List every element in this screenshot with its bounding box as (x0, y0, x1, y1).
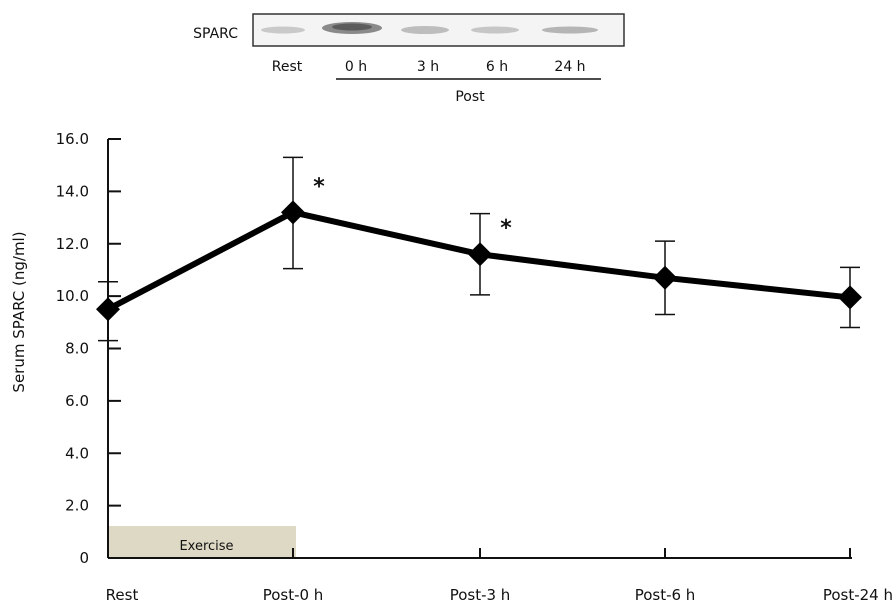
data-point (653, 265, 677, 290)
data-point (838, 285, 862, 310)
data-point (281, 200, 305, 225)
data-point (468, 242, 492, 267)
y-axis-ticks: 0 2.0 4.0 6.0 8.0 10.0 12.0 14.0 16.0 (56, 130, 121, 567)
y-tick-label: 4.0 (65, 444, 89, 462)
blot-group-label: Post (455, 89, 485, 105)
exercise-label: Exercise (179, 539, 233, 554)
significance-marks: ** (313, 174, 512, 241)
blot-protein-label: SPARC (193, 26, 238, 42)
data-point (96, 297, 120, 322)
x-axis-ticks: Rest Post-0 h Post-3 h Post-6 h Post-24 h (106, 548, 893, 604)
x-tick-label: Post-0 h (263, 586, 324, 604)
y-tick-label: 10.0 (56, 287, 89, 305)
x-tick-label: Post-6 h (635, 586, 696, 604)
blot-lane-label: 0 h (345, 59, 367, 75)
y-tick-label: 8.0 (65, 340, 89, 358)
significance-asterisk: * (313, 174, 325, 199)
blot-lane-label: 24 h (554, 59, 585, 75)
blot-lane-label: Rest (272, 59, 303, 75)
y-tick-label: 12.0 (56, 235, 89, 253)
significance-asterisk: * (500, 216, 512, 241)
western-blot: SPARC Rest 0 h 3 h 6 h 24 h Post (193, 13, 625, 105)
x-tick-label: Rest (106, 586, 139, 604)
x-tick-label: Post-3 h (450, 586, 511, 604)
y-tick-label: 16.0 (56, 130, 89, 148)
data-markers (96, 200, 862, 322)
x-tick-label: Post-24 h (823, 586, 893, 604)
y-tick-label: 6.0 (65, 392, 89, 410)
blot-lane-label: 6 h (486, 59, 508, 75)
y-tick-label: 14.0 (56, 182, 89, 200)
y-tick-label: 0 (79, 549, 89, 567)
exercise-period-bar (108, 526, 296, 558)
blot-lane-label: 3 h (417, 59, 439, 75)
blot-bands (261, 22, 598, 34)
y-tick-label: 2.0 (65, 497, 89, 515)
y-axis-title: Serum SPARC (ng/ml) (10, 231, 28, 392)
